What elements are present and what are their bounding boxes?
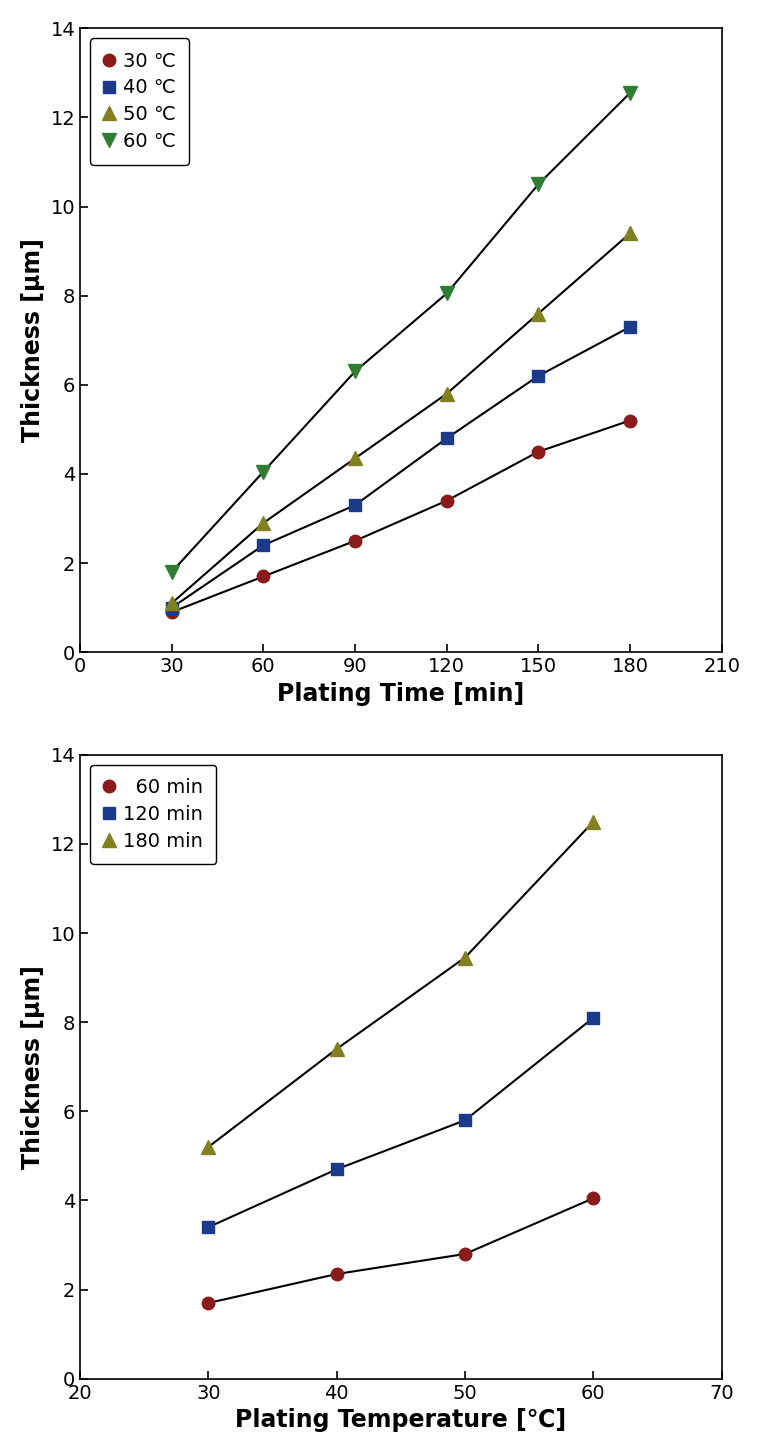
120 min (204, 1219, 213, 1237)
  60 min (204, 1295, 213, 1312)
30 ℃ (533, 443, 543, 461)
Y-axis label: Thickness [μm]: Thickness [μm] (21, 965, 45, 1168)
50 ℃ (350, 449, 359, 466)
40 ℃ (350, 497, 359, 514)
40 ℃ (167, 599, 177, 616)
30 ℃ (442, 493, 451, 510)
Line: 180 min: 180 min (202, 815, 600, 1154)
60 ℃ (626, 84, 635, 102)
  60 min (460, 1245, 470, 1263)
Line: 40 ℃: 40 ℃ (165, 321, 636, 615)
60 ℃ (167, 564, 177, 581)
60 ℃ (259, 464, 268, 481)
Y-axis label: Thickness [μm]: Thickness [μm] (21, 238, 45, 442)
40 ℃ (626, 318, 635, 336)
X-axis label: Plating Time [min]: Plating Time [min] (277, 681, 524, 706)
60 ℃ (442, 285, 451, 302)
50 ℃ (259, 514, 268, 532)
50 ℃ (626, 225, 635, 243)
  60 min (589, 1190, 598, 1207)
30 ℃ (259, 568, 268, 586)
180 min (460, 949, 470, 966)
40 ℃ (442, 430, 451, 448)
120 min (589, 1008, 598, 1026)
180 min (204, 1138, 213, 1155)
Legend:   60 min, 120 min, 180 min: 60 min, 120 min, 180 min (90, 764, 216, 865)
60 ℃ (350, 363, 359, 381)
  60 min (332, 1266, 341, 1283)
Line: 60 ℃: 60 ℃ (164, 86, 637, 578)
Line: 120 min: 120 min (202, 1011, 600, 1234)
Line: 50 ℃: 50 ℃ (164, 227, 637, 610)
30 ℃ (626, 411, 635, 429)
Line:   60 min: 60 min (202, 1191, 600, 1309)
30 ℃ (167, 603, 177, 620)
60 ℃ (533, 176, 543, 193)
50 ℃ (442, 385, 451, 402)
180 min (332, 1040, 341, 1058)
Line: 30 ℃: 30 ℃ (165, 414, 636, 619)
180 min (589, 814, 598, 831)
40 ℃ (259, 536, 268, 554)
120 min (460, 1112, 470, 1129)
40 ℃ (533, 368, 543, 385)
120 min (332, 1161, 341, 1178)
X-axis label: Plating Temperature [℃]: Plating Temperature [℃] (235, 1408, 566, 1433)
Legend: 30 ℃, 40 ℃, 50 ℃, 60 ℃: 30 ℃, 40 ℃, 50 ℃, 60 ℃ (90, 38, 189, 164)
50 ℃ (533, 305, 543, 323)
50 ℃ (167, 594, 177, 612)
30 ℃ (350, 532, 359, 549)
